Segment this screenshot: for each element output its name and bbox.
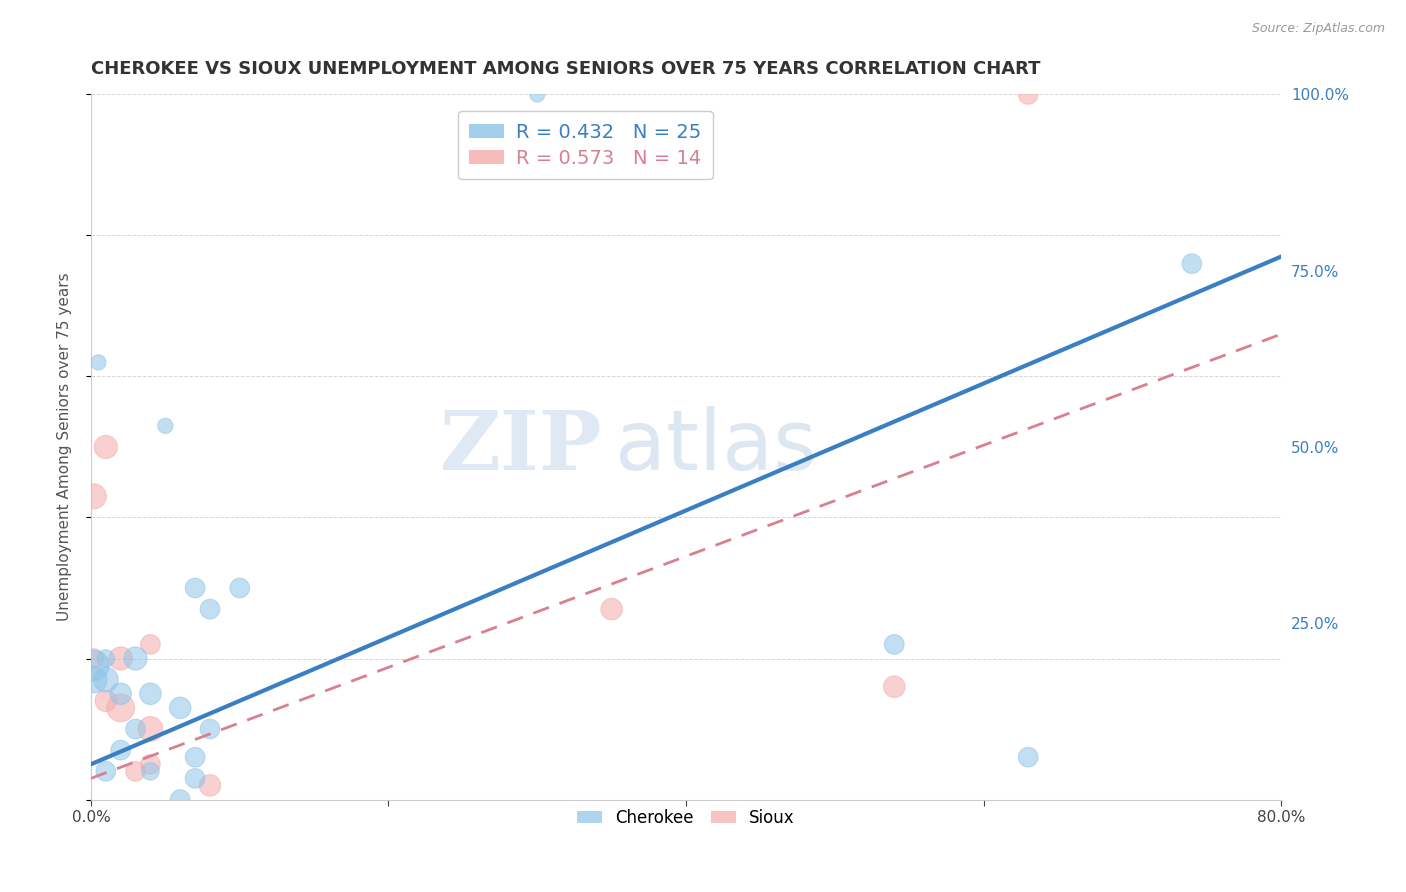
- Point: [184, 750, 207, 764]
- Point: [883, 680, 905, 694]
- Point: [124, 722, 146, 736]
- Text: Source: ZipAtlas.com: Source: ZipAtlas.com: [1251, 22, 1385, 36]
- Point: [83, 489, 105, 503]
- Point: [110, 651, 132, 665]
- Point: [1017, 750, 1039, 764]
- Point: [124, 651, 146, 665]
- Point: [139, 764, 162, 779]
- Point: [83, 658, 105, 673]
- Point: [94, 764, 117, 779]
- Point: [184, 772, 207, 786]
- Point: [228, 581, 250, 595]
- Y-axis label: Unemployment Among Seniors over 75 years: Unemployment Among Seniors over 75 years: [58, 273, 72, 622]
- Point: [110, 743, 132, 757]
- Point: [1181, 257, 1204, 271]
- Point: [169, 792, 191, 806]
- Text: CHEROKEE VS SIOUX UNEMPLOYMENT AMONG SENIORS OVER 75 YEARS CORRELATION CHART: CHEROKEE VS SIOUX UNEMPLOYMENT AMONG SEN…: [91, 60, 1040, 78]
- Point: [1017, 87, 1039, 102]
- Point: [110, 687, 132, 701]
- Point: [124, 764, 146, 779]
- Point: [198, 779, 221, 793]
- Point: [83, 651, 105, 665]
- Point: [110, 701, 132, 715]
- Point: [94, 694, 117, 708]
- Point: [139, 722, 162, 736]
- Point: [883, 637, 905, 651]
- Point: [198, 722, 221, 736]
- Point: [94, 673, 117, 687]
- Point: [83, 673, 105, 687]
- Point: [169, 701, 191, 715]
- Point: [184, 581, 207, 595]
- Point: [155, 418, 177, 433]
- Point: [94, 651, 117, 665]
- Point: [198, 602, 221, 616]
- Legend: Cherokee, Sioux: Cherokee, Sioux: [571, 802, 801, 833]
- Point: [139, 687, 162, 701]
- Point: [139, 637, 162, 651]
- Text: atlas: atlas: [614, 407, 817, 488]
- Point: [139, 757, 162, 772]
- Text: ZIP: ZIP: [440, 407, 603, 487]
- Point: [87, 355, 110, 369]
- Point: [526, 87, 548, 102]
- Point: [94, 440, 117, 454]
- Point: [600, 602, 623, 616]
